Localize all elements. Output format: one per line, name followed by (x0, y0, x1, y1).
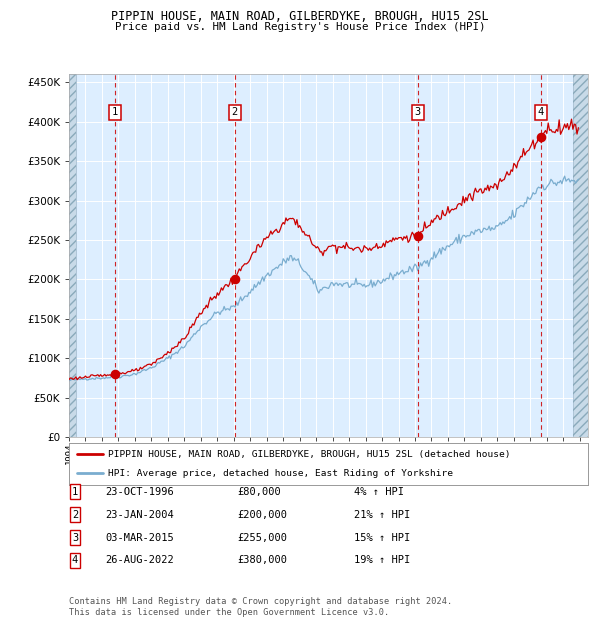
Text: 1: 1 (112, 107, 118, 117)
Bar (69, 74, 76, 437)
Text: 3: 3 (415, 107, 421, 117)
Text: Contains HM Land Registry data © Crown copyright and database right 2024.
This d: Contains HM Land Registry data © Crown c… (69, 598, 452, 617)
Text: 2: 2 (232, 107, 238, 117)
Text: 1: 1 (72, 487, 78, 497)
Text: £200,000: £200,000 (237, 510, 287, 520)
Text: 4: 4 (72, 556, 78, 565)
Point (413, 231, 422, 241)
Text: £255,000: £255,000 (237, 533, 287, 542)
Text: 23-JAN-2004: 23-JAN-2004 (105, 510, 174, 520)
Text: 2: 2 (72, 510, 78, 520)
Text: 19% ↑ HPI: 19% ↑ HPI (354, 556, 410, 565)
Text: £380,000: £380,000 (237, 556, 287, 565)
Point (230, 275, 239, 285)
Text: 15% ↑ HPI: 15% ↑ HPI (354, 533, 410, 542)
Text: PIPPIN HOUSE, MAIN ROAD, GILBERDYKE, BROUGH, HU15 2SL (detached house): PIPPIN HOUSE, MAIN ROAD, GILBERDYKE, BRO… (108, 450, 511, 459)
Text: PIPPIN HOUSE, MAIN ROAD, GILBERDYKE, BROUGH, HU15 2SL: PIPPIN HOUSE, MAIN ROAD, GILBERDYKE, BRO… (111, 10, 489, 23)
Text: 21% ↑ HPI: 21% ↑ HPI (354, 510, 410, 520)
Text: 3: 3 (72, 533, 78, 542)
Text: 23-OCT-1996: 23-OCT-1996 (105, 487, 174, 497)
Text: 4% ↑ HPI: 4% ↑ HPI (354, 487, 404, 497)
Text: 03-MAR-2015: 03-MAR-2015 (105, 533, 174, 542)
Point (536, 133, 546, 143)
Text: 26-AUG-2022: 26-AUG-2022 (105, 556, 174, 565)
Text: £80,000: £80,000 (237, 487, 281, 497)
Text: 4: 4 (538, 107, 544, 117)
Bar (69, 74, 76, 437)
Bar (573, 74, 588, 437)
Text: HPI: Average price, detached house, East Riding of Yorkshire: HPI: Average price, detached house, East… (108, 469, 453, 478)
Bar (573, 74, 588, 437)
Point (110, 369, 120, 379)
Text: Price paid vs. HM Land Registry's House Price Index (HPI): Price paid vs. HM Land Registry's House … (115, 22, 485, 32)
